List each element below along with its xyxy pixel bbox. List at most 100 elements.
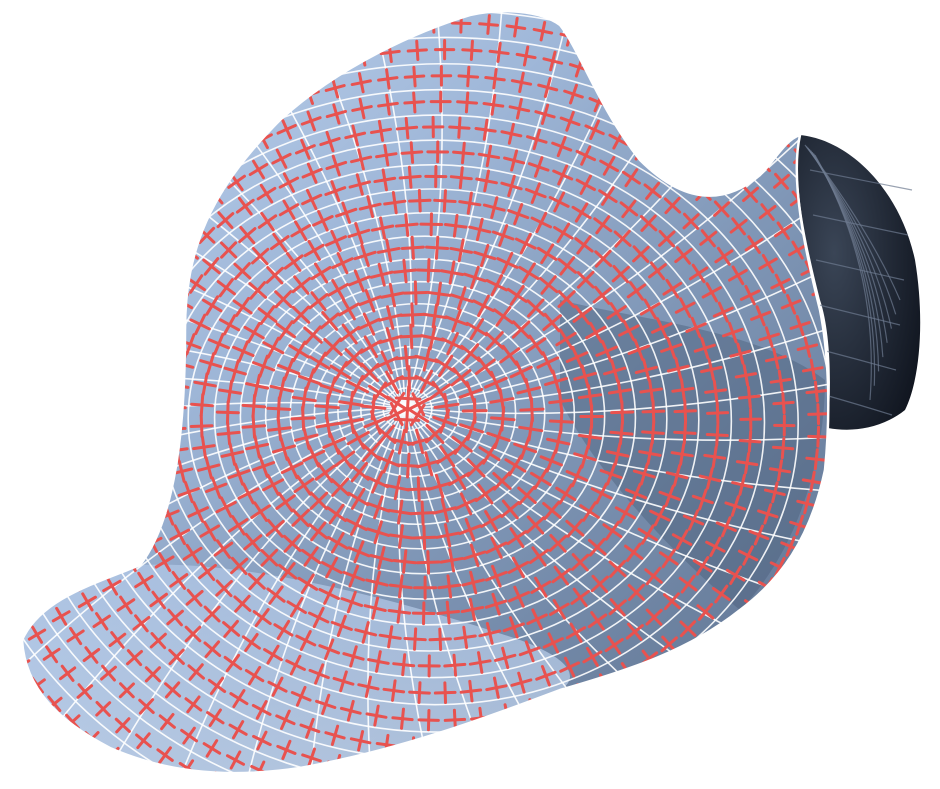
red-cross-icon bbox=[712, 632, 730, 651]
red-cross-icon bbox=[577, 424, 603, 450]
red-cross-icon bbox=[278, 562, 298, 582]
red-cross-icon bbox=[118, 156, 135, 173]
red-cross-icon bbox=[620, 74, 640, 94]
red-cross-icon bbox=[735, 139, 752, 157]
red-cross-icon bbox=[443, 653, 467, 677]
red-cross-icon bbox=[85, 148, 102, 165]
red-cross-icon bbox=[482, 196, 506, 219]
red-cross-icon bbox=[158, 712, 176, 731]
red-cross-icon bbox=[243, 321, 265, 344]
red-cross-icon bbox=[300, 110, 322, 132]
red-cross-icon bbox=[354, 621, 378, 644]
red-cross-icon bbox=[576, 270, 595, 289]
red-cross-icon bbox=[177, 480, 200, 504]
red-cross-icon bbox=[257, 211, 278, 232]
red-cross-icon bbox=[22, 520, 29, 542]
red-cross-icon bbox=[549, 599, 570, 620]
red-cross-icon bbox=[143, 352, 167, 376]
red-cross-icon bbox=[875, 642, 899, 666]
red-cross-icon bbox=[691, 109, 710, 128]
red-cross-icon bbox=[308, 351, 331, 374]
red-cross-icon bbox=[53, 101, 69, 117]
red-cross-icon bbox=[434, 354, 457, 378]
red-cross-icon bbox=[500, 122, 523, 145]
red-cross-icon bbox=[801, 358, 824, 381]
red-cross-icon bbox=[484, 67, 506, 90]
red-cross-icon bbox=[208, 153, 228, 173]
red-cross-icon bbox=[773, 414, 796, 437]
red-cross-icon bbox=[22, 55, 33, 70]
red-cross-icon bbox=[645, 608, 663, 626]
red-cross-icon bbox=[142, 461, 165, 485]
red-cross-icon bbox=[35, 11, 51, 19]
red-cross-icon bbox=[82, 191, 100, 209]
red-cross-icon bbox=[565, 747, 586, 768]
red-cross-icon bbox=[199, 352, 223, 376]
red-cross-icon bbox=[275, 709, 296, 730]
red-cross-icon bbox=[688, 263, 709, 284]
red-cross-icon bbox=[590, 739, 611, 760]
red-cross-icon bbox=[169, 524, 191, 546]
red-cross-icon bbox=[369, 546, 394, 571]
red-cross-icon bbox=[436, 600, 461, 625]
red-cross-icon bbox=[473, 243, 497, 268]
red-cross-icon bbox=[187, 663, 205, 681]
red-cross-icon bbox=[406, 39, 428, 62]
red-cross-icon bbox=[218, 379, 242, 404]
red-cross-icon bbox=[551, 565, 572, 586]
red-cross-icon bbox=[605, 442, 630, 466]
red-cross-icon bbox=[632, 245, 650, 263]
red-cross-icon bbox=[625, 622, 644, 641]
red-cross-icon bbox=[85, 466, 108, 489]
red-cross-icon bbox=[22, 710, 35, 727]
red-cross-icon bbox=[387, 499, 413, 525]
red-cross-icon bbox=[303, 239, 325, 261]
red-cross-icon bbox=[161, 26, 180, 44]
grid-line bbox=[404, 407, 603, 774]
red-cross-icon bbox=[107, 204, 125, 223]
red-cross-icon bbox=[860, 519, 883, 542]
red-cross-icon bbox=[765, 13, 783, 31]
red-cross-icon bbox=[26, 270, 47, 291]
red-cross-icon bbox=[169, 570, 189, 590]
red-cross-icon bbox=[461, 397, 488, 424]
red-cross-icon bbox=[886, 686, 910, 710]
red-cross-icon bbox=[500, 499, 521, 520]
red-cross-icon bbox=[143, 171, 160, 188]
red-cross-icon bbox=[472, 294, 495, 318]
red-cross-icon bbox=[113, 359, 137, 382]
red-cross-icon bbox=[791, 773, 815, 789]
red-cross-icon bbox=[266, 396, 292, 422]
red-cross-icon bbox=[912, 378, 932, 398]
red-cross-icon bbox=[327, 278, 349, 301]
red-cross-icon bbox=[377, 68, 399, 90]
red-cross-icon bbox=[363, 596, 387, 620]
red-cross-icon bbox=[456, 91, 479, 114]
red-cross-icon bbox=[853, 31, 876, 54]
red-cross-icon bbox=[770, 51, 787, 69]
inner-opening bbox=[797, 135, 921, 430]
red-cross-icon bbox=[277, 357, 301, 382]
red-cross-icon bbox=[659, 548, 679, 569]
red-cross-icon bbox=[459, 679, 483, 703]
grid-line bbox=[404, 11, 785, 409]
red-cross-icon bbox=[414, 346, 440, 372]
red-cross-icon bbox=[770, 753, 787, 771]
red-cross-icon bbox=[411, 601, 436, 626]
red-cross-icon bbox=[383, 190, 407, 215]
red-cross-icon bbox=[699, 46, 718, 65]
red-cross-icon bbox=[190, 73, 209, 92]
inner-grid-line bbox=[812, 214, 909, 236]
red-cross-icon bbox=[432, 498, 458, 523]
red-cross-icon bbox=[251, 454, 276, 478]
red-cross-icon bbox=[361, 441, 382, 462]
red-cross-icon bbox=[454, 492, 478, 516]
red-cross-icon bbox=[602, 520, 623, 541]
red-cross-icon bbox=[220, 442, 245, 466]
red-cross-icon bbox=[625, 482, 648, 505]
red-cross-icon bbox=[449, 238, 474, 263]
red-cross-icon bbox=[573, 364, 597, 389]
red-cross-icon bbox=[557, 256, 577, 276]
red-cross-icon bbox=[186, 274, 206, 294]
